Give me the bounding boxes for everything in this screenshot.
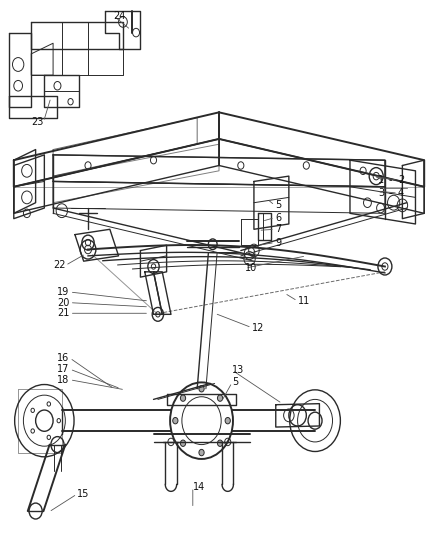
Text: 15: 15	[77, 489, 89, 499]
Circle shape	[199, 385, 204, 392]
Text: 3: 3	[378, 188, 384, 198]
Text: 13: 13	[232, 365, 244, 375]
Circle shape	[180, 440, 186, 447]
Text: 7: 7	[275, 224, 281, 235]
Text: 11: 11	[297, 296, 310, 306]
Text: -: -	[389, 175, 392, 185]
Text: 24: 24	[113, 11, 126, 21]
Circle shape	[225, 417, 230, 424]
Text: 4: 4	[398, 188, 404, 198]
Text: 18: 18	[57, 375, 70, 385]
Text: 12: 12	[252, 322, 264, 333]
Text: 17: 17	[57, 364, 70, 374]
Text: 5: 5	[275, 200, 281, 211]
Text: 16: 16	[57, 353, 70, 363]
Text: 9: 9	[275, 238, 281, 247]
Text: 21: 21	[57, 308, 70, 318]
Circle shape	[199, 449, 204, 456]
Text: 22: 22	[53, 261, 65, 270]
Text: 20: 20	[57, 297, 70, 308]
Circle shape	[173, 417, 178, 424]
Text: 23: 23	[31, 117, 43, 127]
Circle shape	[180, 395, 186, 401]
Text: 10: 10	[245, 263, 258, 273]
Text: -: -	[389, 188, 392, 198]
Text: 1: 1	[378, 175, 384, 185]
Circle shape	[217, 395, 223, 401]
Text: 6: 6	[275, 213, 281, 223]
Text: 19: 19	[57, 287, 70, 297]
Circle shape	[217, 440, 223, 447]
Text: 14: 14	[193, 482, 205, 492]
Text: 2: 2	[398, 175, 404, 185]
Text: 5: 5	[232, 377, 238, 387]
